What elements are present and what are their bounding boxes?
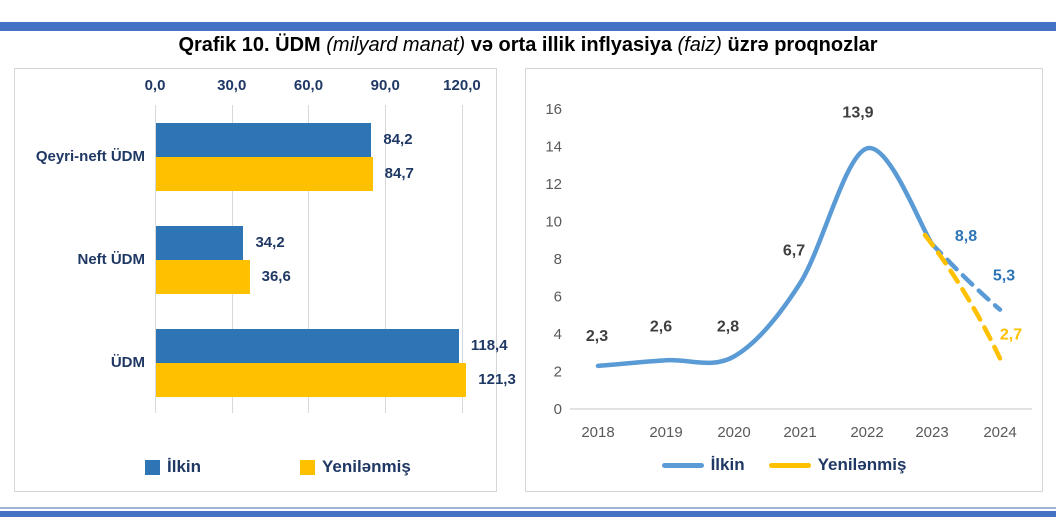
gridline-x-60: [308, 105, 310, 413]
line-data-label: 2,7: [1000, 326, 1022, 343]
x-tick-label: 30,0: [217, 77, 247, 94]
line-data-label: 8,8: [955, 228, 977, 245]
y-tick-label: 10: [545, 214, 562, 231]
ilkin-line-solid: [595, 146, 935, 369]
bar-value-label: 84,7: [384, 165, 414, 182]
title-part-4-italic: (faiz): [677, 34, 722, 56]
x-tick-label: 2021: [783, 424, 816, 441]
bar-yenilenmis: [156, 363, 467, 397]
y-tick-label: 16: [545, 101, 562, 118]
legend-swatch-icon: [145, 459, 160, 475]
y-tick-label: 6: [554, 289, 562, 306]
bar-value-label: 118,4: [470, 337, 508, 354]
x-tick-label: 0,0: [144, 77, 166, 94]
title-part-1: Qrafik 10. ÜDM: [178, 34, 327, 56]
gridline-x-90: [385, 105, 387, 413]
gridline-x-120: [461, 105, 463, 413]
x-tick-label: 60,0: [293, 77, 324, 94]
footer-rule-dark: [0, 511, 1056, 517]
top-accent-bar: [0, 22, 1056, 31]
bar-ilkin: [156, 226, 244, 260]
bar-value-label: 84,2: [383, 131, 413, 148]
legend-label: İlkin: [710, 455, 745, 474]
y-tick-label: 12: [545, 176, 562, 193]
line-legend-item-ilkin: İlkin: [661, 455, 745, 475]
footer-rule-light: [0, 507, 1056, 509]
bar-legend-item-yenilenmis: Yenilənmiş: [300, 457, 411, 477]
category-label: Qeyri-neft ÜDM: [35, 148, 145, 165]
gdp-bar-chart-panel: 0,0 30,0 60,0 90,0 120,0 Qeyri-neft ÜDM 84,2 84…: [14, 68, 516, 492]
ilkin-line-forecast-dashed: [929, 241, 1003, 312]
y-tick-label: 2: [554, 364, 562, 381]
yenilenmis-line-forecast-dashed: [922, 232, 1003, 361]
bar-ilkin: [156, 329, 459, 363]
chart-title: Qrafik 10. ÜDM (milyard manat) və orta i…: [0, 34, 1056, 57]
bar-ilkin: [156, 123, 372, 157]
x-tick-label: 120,0: [443, 77, 481, 94]
y-tick-label: 8: [554, 251, 562, 268]
legend-swatch-icon: [300, 459, 315, 475]
legend-label: İlkin: [167, 457, 202, 476]
legend-line-icon: [768, 462, 811, 468]
legend-label: Yenilənmiş: [322, 457, 411, 476]
x-tick-label: 2023: [915, 424, 948, 441]
line-data-label: 2,6: [650, 318, 672, 335]
category-label: Neft ÜDM: [77, 251, 146, 268]
line-chart-legend: İlkin Yenilənmiş: [526, 455, 1042, 475]
x-tick-label: 90,0: [370, 77, 400, 94]
line-data-label: 2,8: [717, 319, 739, 336]
bar-yenilenmis: [156, 157, 373, 191]
y-tick-label: 4: [554, 326, 562, 343]
bar-value-label: 121,3: [478, 371, 516, 388]
bar-legend-item-ilkin: İlkin: [145, 457, 201, 477]
bar-value-label: 34,2: [255, 234, 285, 251]
bar-yenilenmis: [156, 260, 250, 294]
inflation-line-chart-panel: 0 2 4 6 8 10 12 14 16 2018 2019 2020 2021 2022 2023 202…: [525, 68, 1043, 492]
y-tick-label: 14: [545, 139, 562, 156]
x-tick-label: 2020: [717, 424, 750, 441]
line-data-label: 2,3: [586, 328, 608, 345]
category-label: ÜDM: [110, 354, 145, 371]
x-tick-label: 2024: [983, 424, 1016, 441]
legend-label: Yenilənmiş: [817, 455, 907, 474]
bar-value-label: 36,6: [261, 268, 291, 285]
x-tick-label: 2018: [581, 424, 614, 441]
line-legend-item-yenilenmis: Yenilənmiş: [768, 455, 907, 475]
title-part-5: üzrə proqnozlar: [721, 34, 878, 56]
title-part-2-italic: (milyard manat): [326, 34, 466, 56]
x-tick-label: 2022: [850, 424, 883, 441]
line-data-label: 6,7: [783, 242, 805, 259]
x-tick-label: 2019: [649, 424, 682, 441]
gridline-x-0: [155, 105, 156, 413]
y-tick-label: 0: [554, 401, 562, 418]
line-data-label: 13,9: [842, 104, 873, 121]
legend-line-icon: [661, 462, 704, 468]
inflation-line-chart-svg: 0 2 4 6 8 10 12 14 16 2018 2019 2020 2021 2022 2023 202…: [545, 101, 1032, 441]
line-data-label: 5,3: [993, 268, 1015, 285]
title-part-3: və orta illik inflyasiya: [465, 34, 678, 56]
